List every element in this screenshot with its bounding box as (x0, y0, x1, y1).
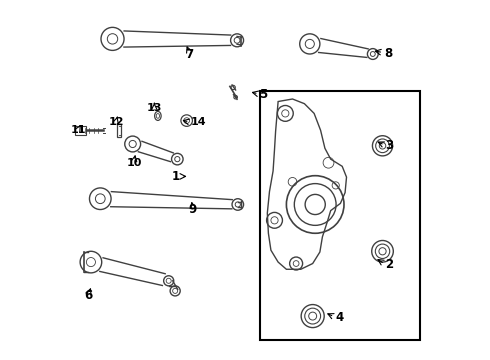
Bar (117, 124, 121, 137)
Text: 3: 3 (386, 139, 393, 152)
Text: 4: 4 (335, 311, 343, 324)
Text: 10: 10 (126, 158, 142, 168)
Text: 5: 5 (259, 88, 268, 101)
Text: 2: 2 (386, 258, 393, 271)
Bar (260, 91, 419, 340)
Text: 9: 9 (189, 203, 197, 216)
Text: 8: 8 (384, 47, 392, 60)
Text: 13: 13 (147, 103, 162, 113)
Text: 7: 7 (185, 48, 193, 60)
Text: 12: 12 (109, 117, 124, 127)
Text: 6: 6 (84, 289, 93, 302)
Text: 11: 11 (71, 125, 86, 135)
Text: 14: 14 (190, 117, 206, 127)
Text: 1: 1 (172, 170, 179, 183)
Bar (75, 126, 86, 135)
